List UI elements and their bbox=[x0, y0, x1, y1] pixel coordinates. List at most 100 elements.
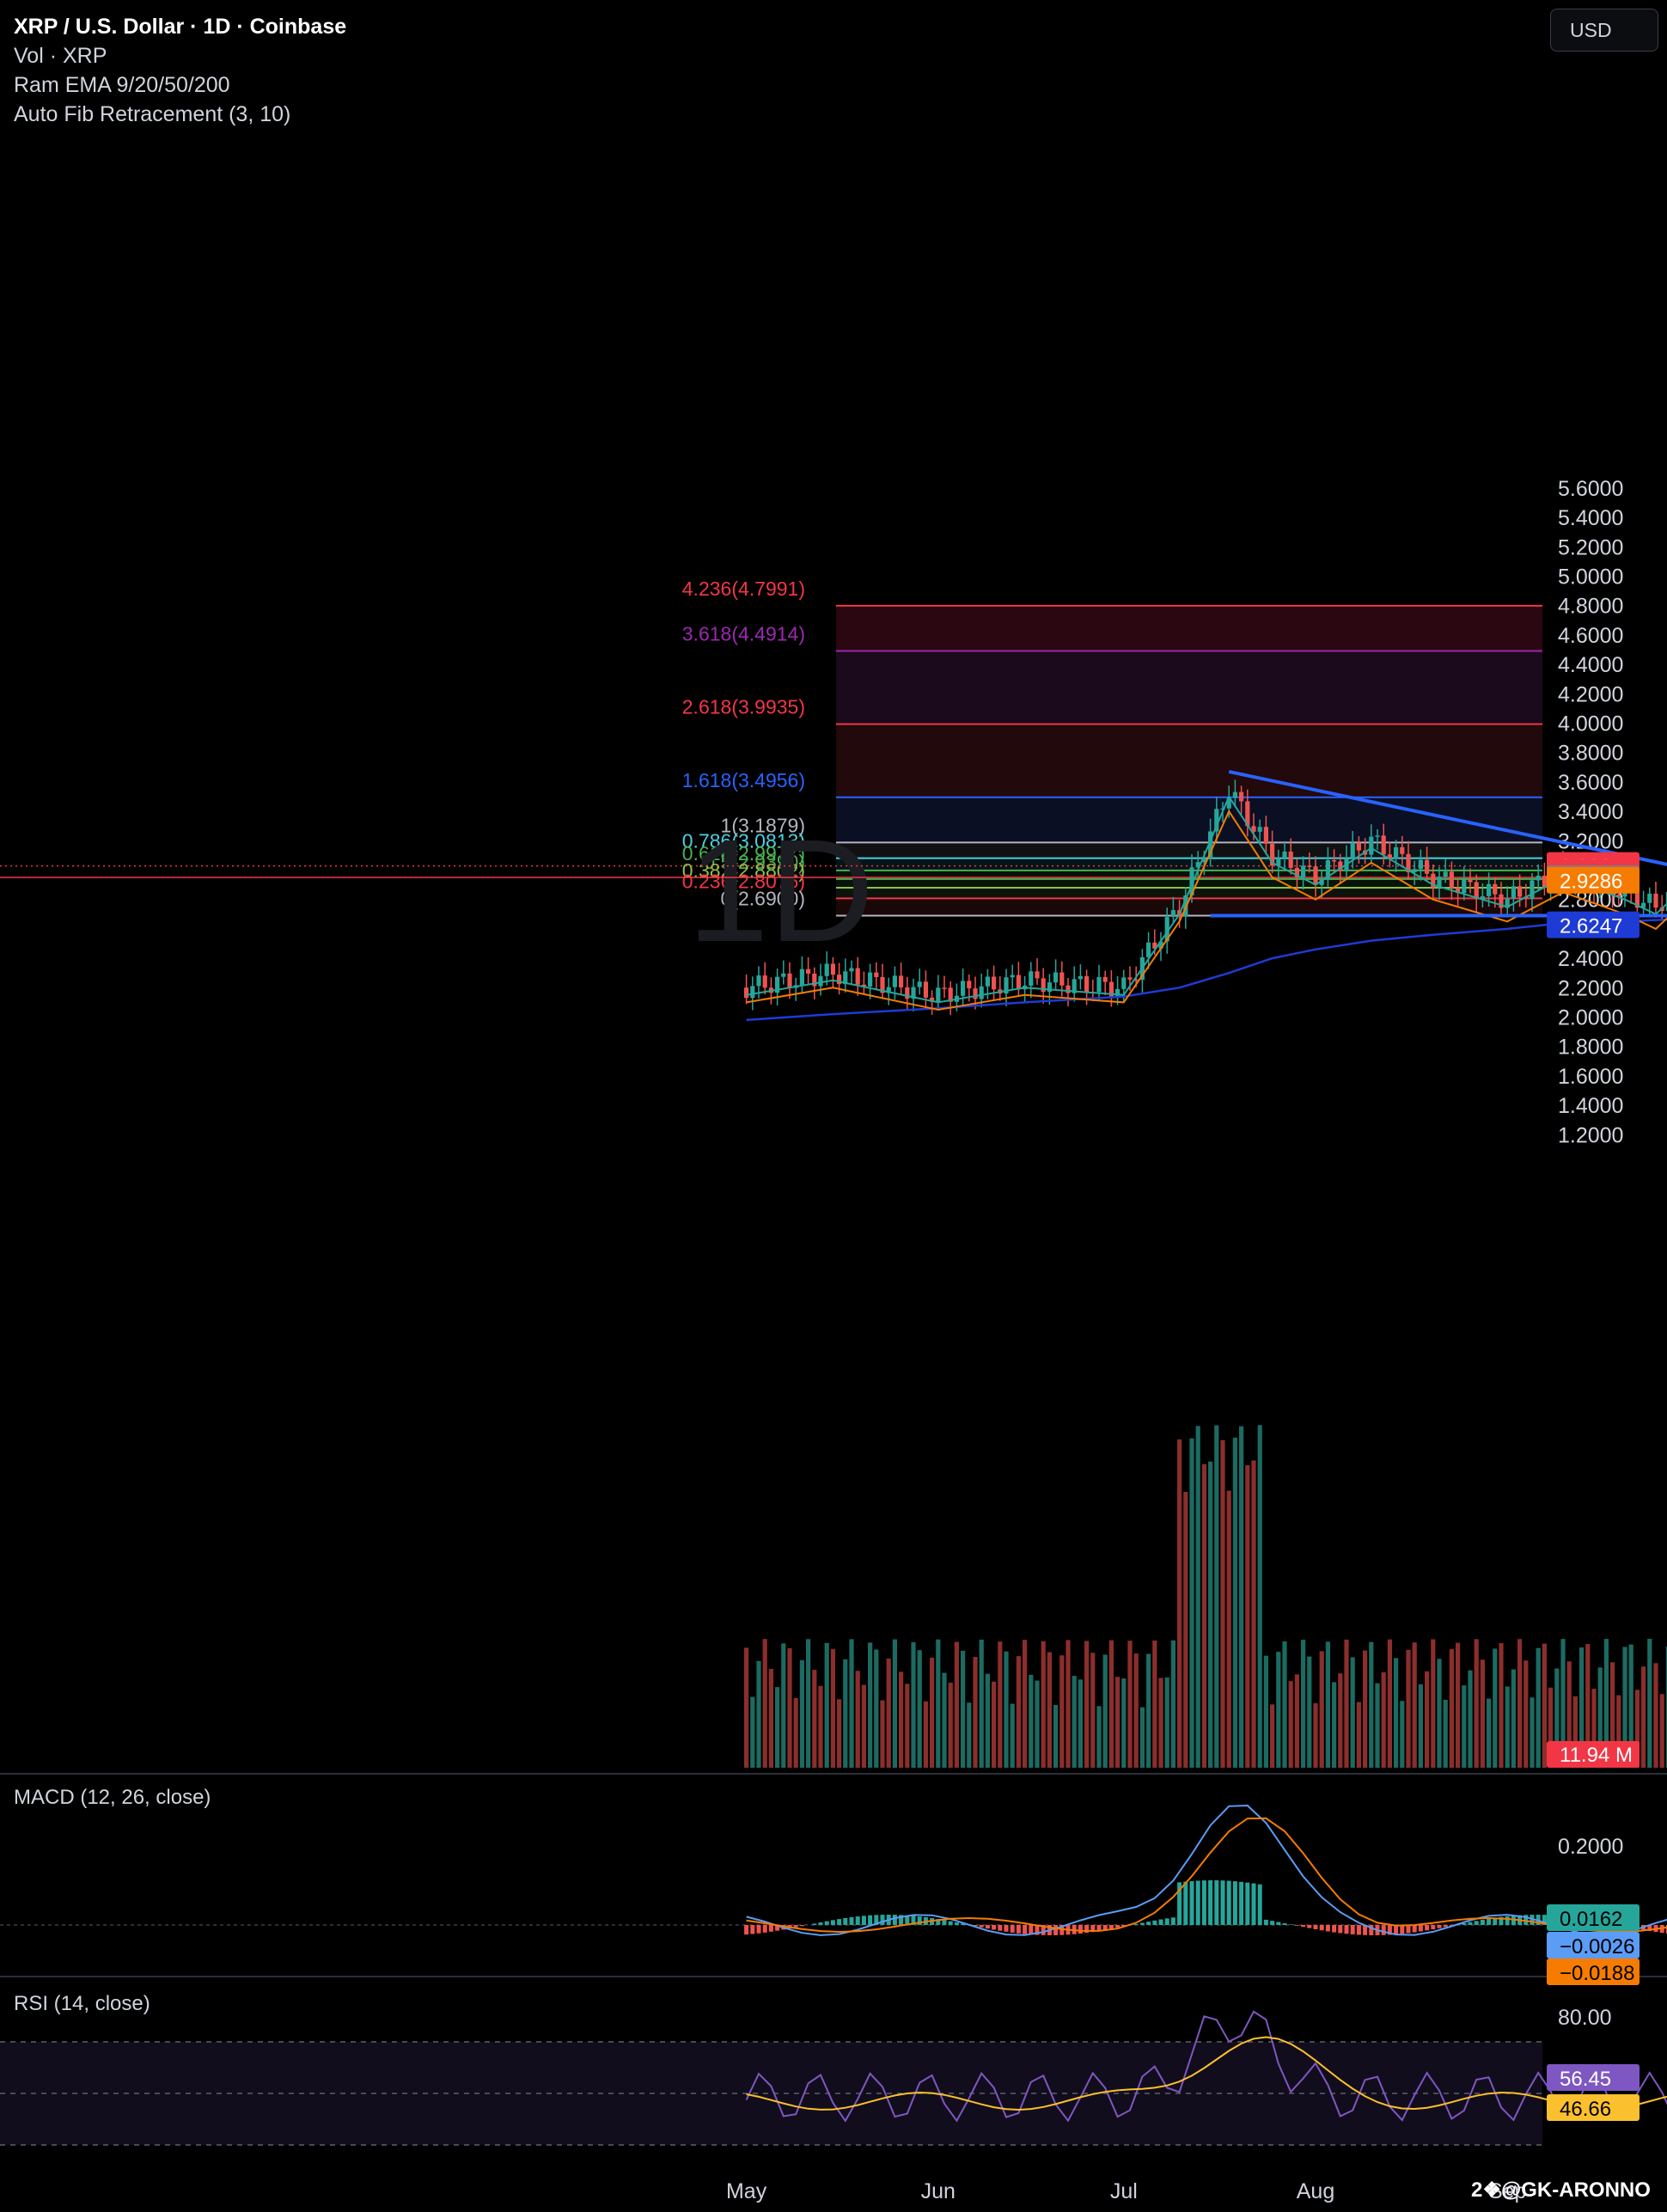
y-tick-label: 2.4000 bbox=[1558, 947, 1623, 971]
macd-histogram-bar bbox=[1133, 1923, 1139, 1925]
volume-bar bbox=[1164, 1677, 1169, 1768]
candle-body bbox=[1505, 898, 1510, 908]
macd-histogram-bar bbox=[1307, 1925, 1312, 1928]
author-watermark: 2❖@GK-ARONNO bbox=[1471, 2178, 1651, 2202]
volume-tag-label: 11.94 M bbox=[1560, 1744, 1633, 1767]
macd-histogram-bar bbox=[979, 1925, 984, 1928]
macd-histogram-bar bbox=[1394, 1925, 1399, 1934]
macd-histogram-bar bbox=[824, 1921, 829, 1925]
macd-label[interactable]: MACD (12, 26, close) bbox=[14, 1786, 211, 1809]
volume-bar bbox=[1257, 1425, 1262, 1768]
fib-level-label: 4.236(4.7991) bbox=[682, 577, 805, 600]
candle-body bbox=[1133, 979, 1139, 981]
volume-bar bbox=[1560, 1639, 1566, 1768]
macd-histogram-bar bbox=[1325, 1925, 1330, 1932]
currency-button[interactable]: USD bbox=[1550, 9, 1658, 52]
candle-body bbox=[775, 976, 780, 993]
candle-body bbox=[1010, 975, 1015, 978]
candle-body bbox=[1257, 827, 1262, 832]
volume-bar bbox=[1579, 1647, 1585, 1768]
volume-bar bbox=[824, 1642, 829, 1768]
fib-level-label: 2.618(3.9935) bbox=[682, 696, 805, 718]
y-tick-label: 5.0000 bbox=[1558, 565, 1623, 590]
volume-bar bbox=[1226, 1490, 1231, 1768]
macd-histogram-bar bbox=[1425, 1925, 1430, 1931]
macd-histogram-bar bbox=[880, 1915, 885, 1925]
macd-histogram-bar bbox=[1437, 1925, 1442, 1928]
volume-bar bbox=[1139, 1707, 1145, 1768]
candle-body bbox=[1127, 977, 1133, 980]
macd-histogram-bar bbox=[1338, 1925, 1343, 1934]
volume-bar bbox=[1456, 1642, 1461, 1768]
macd-histogram-bar bbox=[1468, 1922, 1473, 1925]
y-tick-label: 2.2000 bbox=[1558, 976, 1623, 1000]
volume-bar bbox=[973, 1657, 978, 1768]
candle-body bbox=[1276, 858, 1281, 866]
volume-bar bbox=[1493, 1648, 1498, 1768]
volume-bar bbox=[1301, 1640, 1306, 1768]
volume-bar bbox=[1647, 1639, 1652, 1768]
volume-bar bbox=[1307, 1656, 1312, 1768]
macd-histogram-bar bbox=[1356, 1925, 1361, 1935]
candle-body bbox=[1232, 791, 1237, 798]
volume-bar bbox=[880, 1700, 885, 1768]
macd-histogram-bar bbox=[1462, 1923, 1467, 1925]
macd-histogram-bar bbox=[1647, 1925, 1652, 1932]
macd-histogram-bar bbox=[1232, 1881, 1237, 1925]
macd-histogram-bar bbox=[799, 1925, 804, 1927]
macd-histogram-bar bbox=[1412, 1925, 1417, 1933]
candle-body bbox=[1245, 801, 1250, 827]
macd-histogram-bar bbox=[892, 1915, 897, 1925]
candle-body bbox=[1325, 860, 1330, 880]
macd-histogram-bar bbox=[793, 1925, 798, 1928]
volume-bar bbox=[1548, 1687, 1554, 1768]
y-tick-label: 4.2000 bbox=[1558, 682, 1623, 706]
candle-body bbox=[1084, 975, 1090, 993]
candle-body bbox=[1665, 891, 1667, 912]
volume-bar bbox=[1152, 1641, 1157, 1768]
macd-histogram-bar bbox=[985, 1925, 990, 1929]
volume-bar bbox=[985, 1673, 990, 1768]
y-tick-label: 1.2000 bbox=[1558, 1123, 1623, 1147]
volume-bar bbox=[1542, 1643, 1547, 1768]
price-tag bbox=[1547, 911, 1640, 938]
macd-histogram-bar bbox=[1542, 1915, 1547, 1925]
macd-histogram-bar bbox=[1474, 1921, 1479, 1925]
rsi-label[interactable]: RSI (14, close) bbox=[14, 1992, 150, 2015]
macd-histogram-bar bbox=[973, 1925, 978, 1927]
volume-bar bbox=[899, 1671, 904, 1768]
ema-indicator-label[interactable]: Ram EMA 9/20/50/200 bbox=[14, 73, 230, 97]
fib-zone bbox=[836, 605, 1542, 651]
volume-bar bbox=[837, 1699, 842, 1768]
volume-bar bbox=[967, 1702, 972, 1768]
candle-body bbox=[1066, 985, 1071, 993]
volume-indicator-label[interactable]: Vol · XRP bbox=[14, 44, 107, 68]
candle-body bbox=[861, 984, 866, 987]
candle-body bbox=[992, 976, 997, 990]
rsi-value-tag bbox=[1547, 2064, 1640, 2091]
candle-body bbox=[973, 988, 978, 999]
volume-bar bbox=[1665, 1646, 1667, 1768]
macd-histogram-bar bbox=[1102, 1925, 1108, 1930]
fib-zone bbox=[836, 797, 1542, 843]
macd-histogram-bar bbox=[1443, 1925, 1448, 1928]
candle-body bbox=[1418, 859, 1423, 870]
volume-bar bbox=[1381, 1672, 1386, 1768]
macd-histogram-bar bbox=[1449, 1925, 1454, 1926]
fib-zone bbox=[836, 870, 1542, 879]
fib-zone bbox=[836, 898, 1542, 916]
volume-bar bbox=[923, 1701, 928, 1768]
fib-indicator-label[interactable]: Auto Fib Retracement (3, 10) bbox=[14, 102, 291, 126]
volume-bar bbox=[1468, 1670, 1473, 1768]
candle-body bbox=[1641, 902, 1646, 908]
volume-bar bbox=[1294, 1674, 1299, 1768]
volume-bar bbox=[1072, 1676, 1077, 1768]
candle-body bbox=[1096, 977, 1102, 993]
macd-histogram-bar bbox=[1313, 1925, 1318, 1929]
candle-body bbox=[1239, 791, 1244, 802]
volume-bar bbox=[1276, 1652, 1281, 1768]
volume-bar bbox=[868, 1642, 873, 1768]
macd-histogram-bar bbox=[1363, 1925, 1368, 1935]
volume-bar bbox=[954, 1641, 959, 1768]
